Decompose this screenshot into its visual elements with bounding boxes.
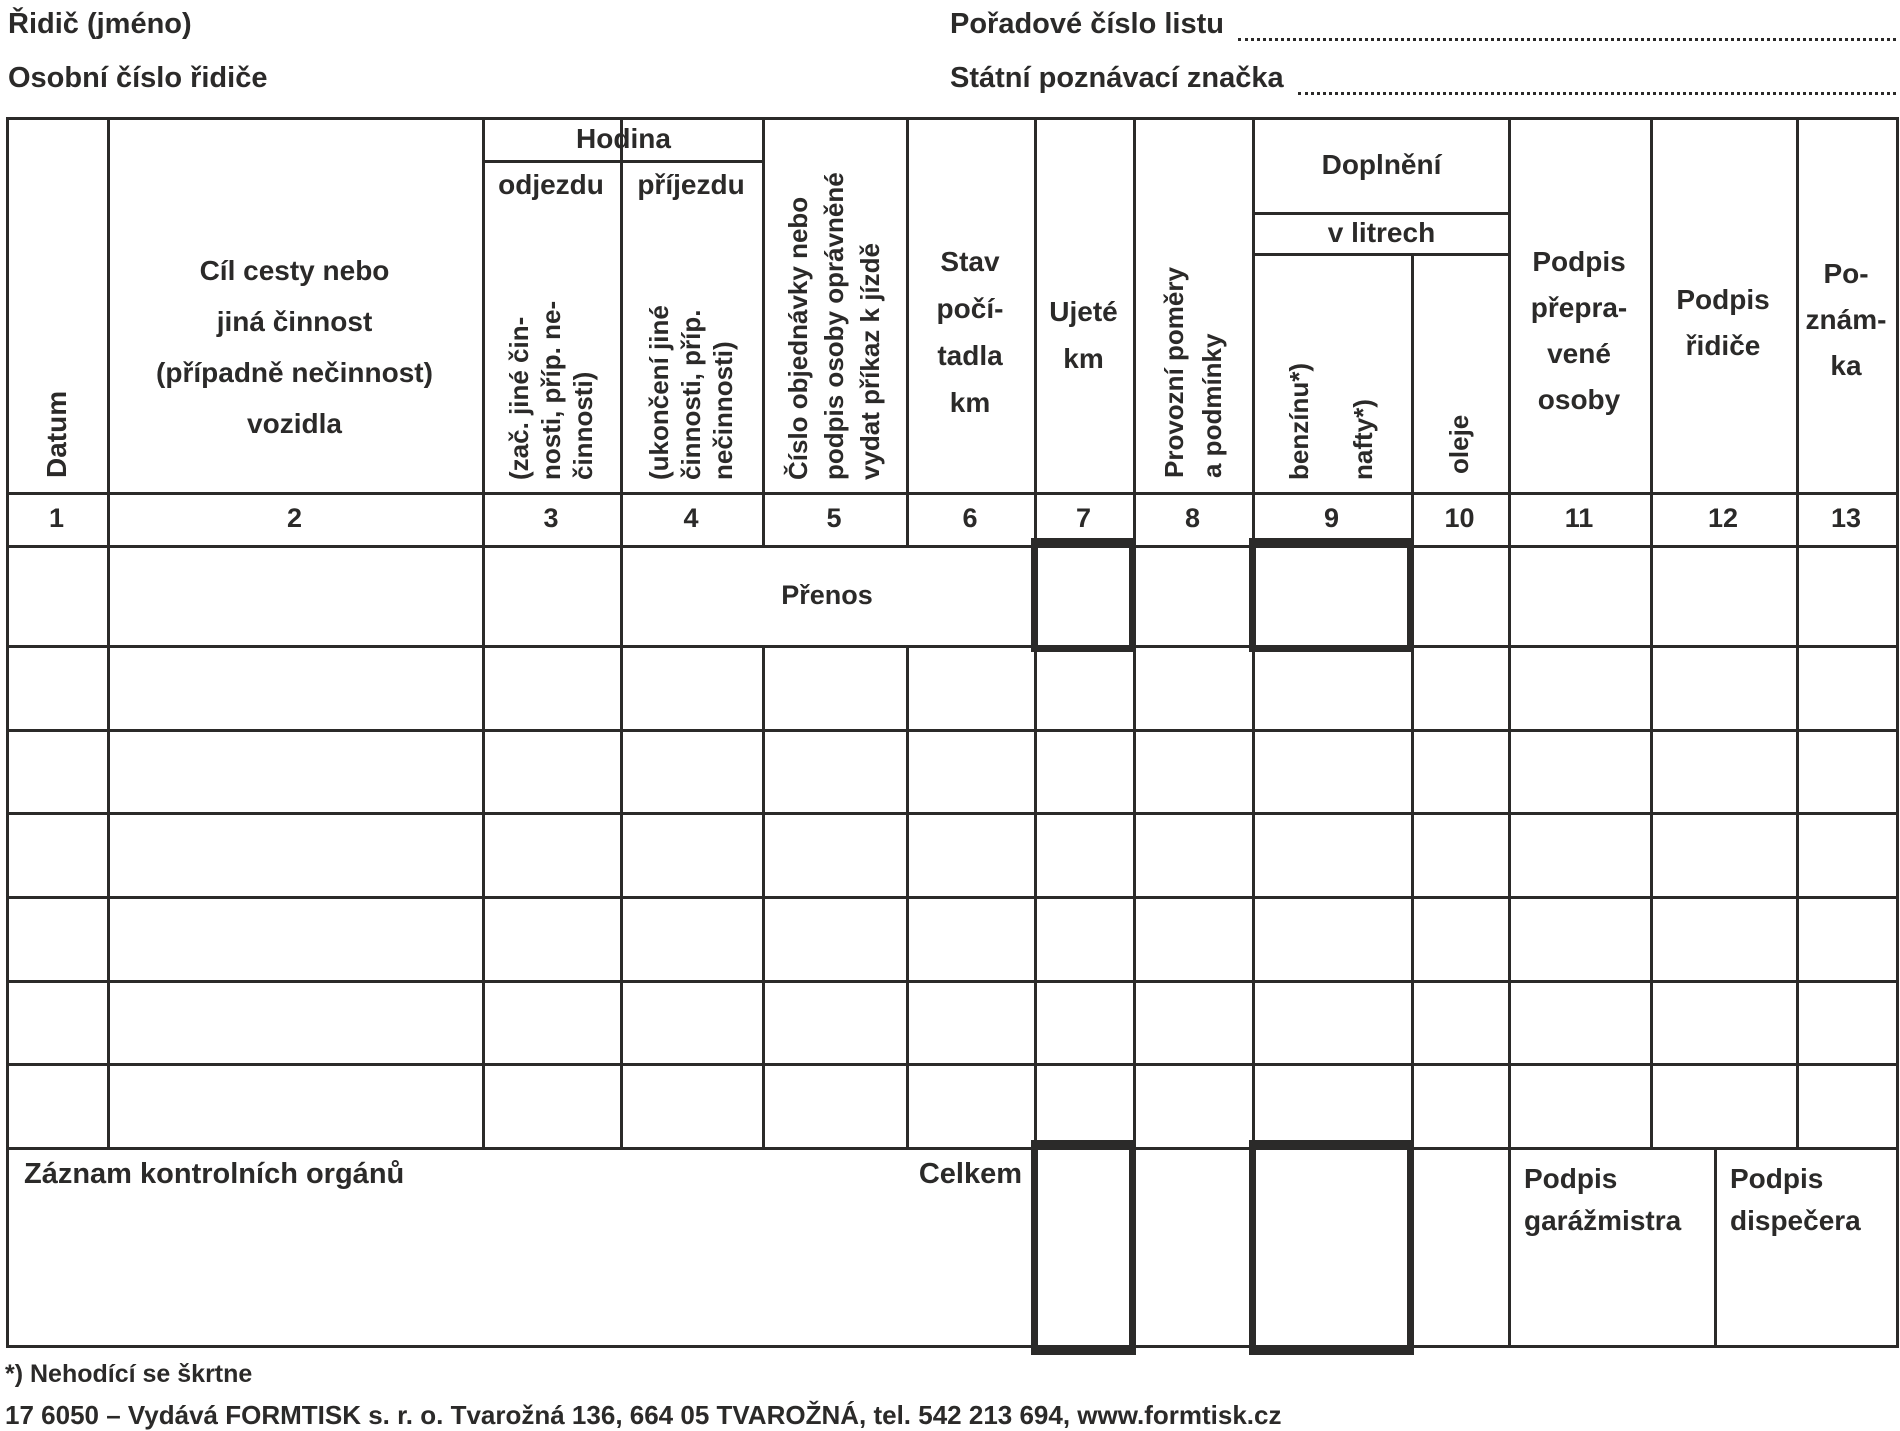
driver-number-label: Osobní číslo řidiče [8, 62, 268, 94]
header-odjezdu: odjezdu [498, 169, 604, 200]
grid-line [6, 729, 1899, 732]
grid-line [1252, 253, 1511, 256]
header-conditions: Provozní poměry a podmínky [1158, 267, 1227, 478]
column-number: 7 [1075, 503, 1092, 533]
signature-dispatcher-label: Podpis dispečera [1730, 1163, 1861, 1236]
grid-line [6, 645, 1899, 648]
signature-garage-master-label: Podpis garážmistra [1524, 1163, 1682, 1236]
column-number: 4 [683, 503, 699, 533]
celkem-ujete-km-box [1031, 1140, 1136, 1355]
license-plate-row: Státní poznávací značka [950, 62, 1896, 95]
publisher-footnote: 17 6050 – Vydává FORMTISK s. r. o. Tvaro… [5, 1400, 1282, 1430]
grid-line [482, 117, 485, 1150]
header-oleje: oleje [1444, 414, 1474, 474]
grid-line [762, 645, 765, 1150]
header-datum: Datum [40, 390, 72, 478]
column-number: 10 [1444, 503, 1475, 533]
column-number: 12 [1707, 503, 1739, 533]
grid-line [6, 545, 1899, 548]
header-signature-transported: Podpis přepra- vené osoby [1530, 246, 1628, 415]
header-signature-driver: Podpis řidiče [1676, 284, 1770, 361]
column-number: 13 [1830, 503, 1862, 533]
sheet-number-label: Pořadové číslo listu [950, 8, 1224, 40]
column-number: 11 [1564, 503, 1594, 533]
header-odometer: Stav počí- tadla km [936, 246, 1004, 418]
header-doplneni: Doplnění [1321, 148, 1442, 180]
driver-name-label: Řidič (jméno) [8, 8, 192, 40]
header-nafty: nafty*) [1347, 399, 1378, 480]
column-number: 2 [286, 503, 303, 533]
grid-line [1252, 212, 1511, 215]
sheet-number-fill-line [1237, 37, 1896, 41]
grid-line [906, 645, 909, 1150]
grid-line [1896, 117, 1899, 1348]
license-plate-fill-line [1297, 91, 1896, 95]
grid-line [1034, 645, 1037, 1150]
header-odjezdu-note: (zač. jiné čin- nosti, příp. ne- činnost… [504, 300, 598, 480]
celkem-label: Celkem [918, 1158, 1022, 1190]
grid-line [6, 812, 1899, 815]
column-number: 1 [48, 503, 65, 533]
header-v-litrech: v litrech [1327, 216, 1436, 248]
license-plate-label: Státní poznávací značka [950, 62, 1284, 94]
grid-line [6, 980, 1899, 983]
grid-line [1034, 117, 1037, 548]
grid-line [1508, 117, 1511, 1348]
sheet-number-row: Pořadové číslo listu [950, 8, 1896, 41]
prenos-litry-box [1249, 538, 1414, 652]
column-number: 5 [826, 503, 842, 533]
grid-line [620, 117, 623, 1150]
grid-line [1796, 117, 1799, 1150]
grid-line [762, 117, 765, 548]
header-hodina: Hodina [576, 123, 671, 154]
grid-line [6, 896, 1899, 899]
grid-line [6, 1063, 1899, 1066]
grid-line [1411, 253, 1414, 1348]
column-number: 6 [962, 503, 978, 533]
grid-line [6, 1345, 1899, 1348]
header-trip-destination: Cíl cesty nebo jiná činnost (případně ne… [156, 255, 433, 439]
grid-line [1714, 1147, 1717, 1348]
header-driven-km: Ujeté km [1049, 296, 1118, 374]
header-benzinu: benzínu*) [1284, 363, 1315, 480]
column-number: 3 [543, 503, 559, 533]
asterisk-footnote: *) Nehodící se škrtne [5, 1360, 253, 1388]
grid-line [6, 1147, 1899, 1150]
grid-line [1650, 117, 1653, 1150]
header-prijezdu: příjezdu [637, 169, 745, 200]
grid-line [6, 117, 9, 1348]
column-number: 9 [1323, 503, 1340, 533]
grid-line [1133, 117, 1136, 1348]
grid-line [482, 160, 765, 163]
grid-line [6, 117, 1899, 120]
prenos-label: Přenos [781, 579, 873, 610]
grid-line [107, 117, 110, 1150]
grid-line [906, 117, 909, 548]
zaznam-kontrolnich-organu-label: Záznam kontrolních orgánů [24, 1158, 405, 1190]
header-benzinu-nafty: benzínu*) nafty*) [1252, 253, 1411, 488]
grid-line [6, 492, 1899, 495]
header-note: Po- znám- ka [1805, 258, 1887, 381]
grid-line [1252, 117, 1255, 1348]
column-number: 8 [1184, 503, 1201, 533]
prenos-ujete-km-box [1031, 538, 1136, 652]
celkem-litry-box [1249, 1140, 1414, 1355]
header-order-number: Číslo objednávky nebo podpis osoby opráv… [783, 172, 885, 480]
header-prijezdu-note: (ukončení jiné činnosti, příp. nečinnost… [644, 305, 738, 480]
